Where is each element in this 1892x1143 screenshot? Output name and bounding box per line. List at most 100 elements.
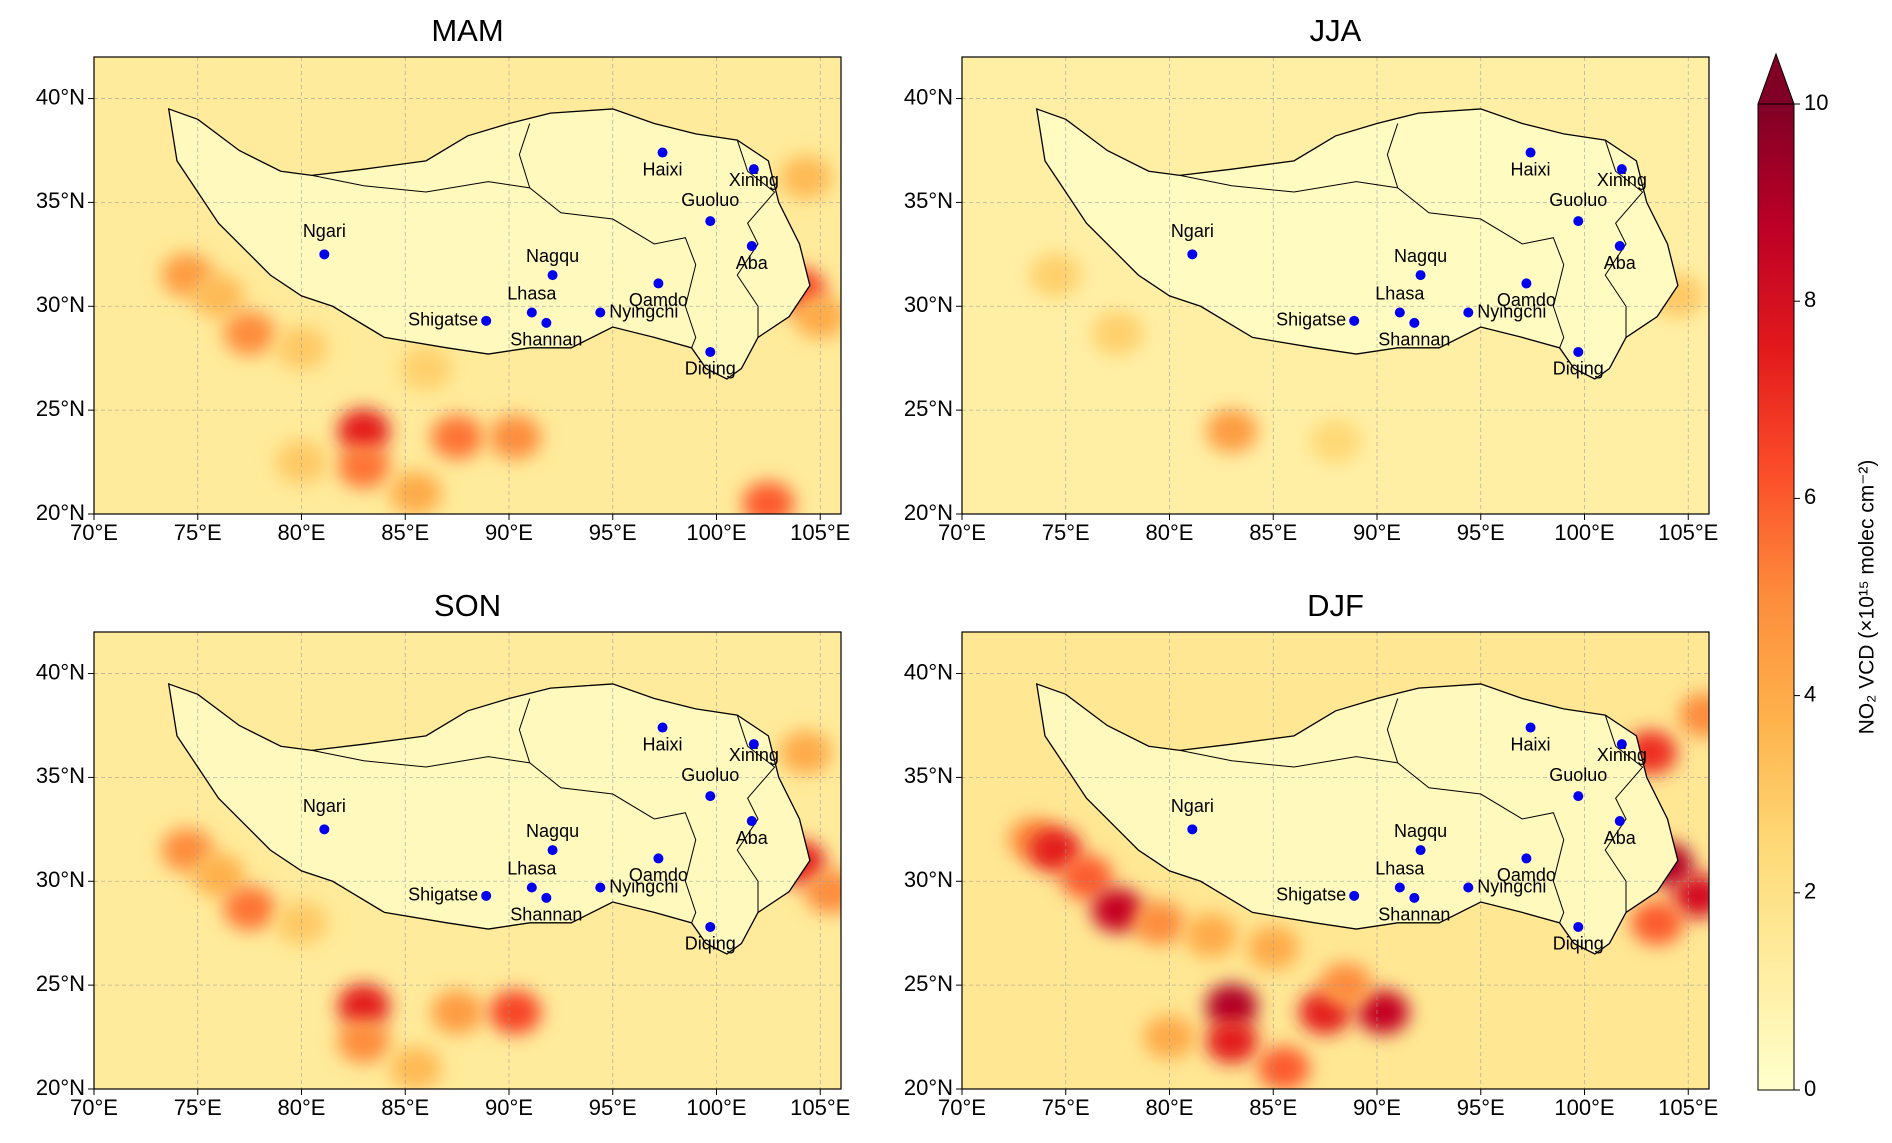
- no2-hotspot: [431, 415, 484, 460]
- city-marker: [1349, 315, 1360, 326]
- no2-hotspot: [1143, 1015, 1196, 1060]
- x-tick-label: 95°E: [1457, 520, 1505, 545]
- colorbar-tick-label: 6: [1804, 484, 1816, 509]
- plateau-field: [1036, 683, 1678, 954]
- city-marker: [705, 791, 716, 802]
- city-label: Guoluo: [681, 190, 739, 210]
- city-marker: [319, 824, 330, 835]
- city-label: Aba: [736, 253, 769, 273]
- y-tick-label: 25°N: [36, 396, 85, 421]
- x-tick-label: 85°E: [1249, 1095, 1297, 1120]
- x-tick-label: 80°E: [1146, 1095, 1194, 1120]
- province-boundary: [518, 123, 531, 189]
- no2-hotspot: [779, 155, 832, 200]
- city-label: Guoluo: [681, 765, 739, 785]
- province-boundary: [1179, 749, 1565, 924]
- city-label: Aba: [1604, 828, 1637, 848]
- no2-hotspot: [223, 311, 276, 356]
- y-tick-label: 40°N: [904, 659, 953, 684]
- x-tick-label: 70°E: [70, 1095, 118, 1120]
- no2-hotspot: [192, 273, 245, 318]
- city-marker: [1525, 147, 1536, 158]
- city-marker: [481, 315, 492, 326]
- city-label: Shigatse: [1276, 885, 1346, 905]
- colorbar-tick-label: 0: [1804, 1076, 1816, 1101]
- y-tick-label: 35°N: [36, 188, 85, 213]
- x-tick-label: 70°E: [70, 520, 118, 545]
- province-boundary: [1386, 698, 1399, 764]
- plot-frame: [961, 631, 1710, 1090]
- plot-frame: [961, 56, 1710, 515]
- city-marker: [746, 241, 757, 252]
- city-marker: [595, 307, 606, 318]
- city-marker: [705, 346, 716, 357]
- city-marker: [1187, 824, 1198, 835]
- x-tick-label: 85°E: [381, 1095, 429, 1120]
- no2-hotspot: [779, 730, 832, 775]
- city-marker: [541, 892, 552, 903]
- province-boundary: [311, 749, 697, 924]
- no2-hotspot: [1060, 855, 1113, 900]
- city-label: Xining: [729, 170, 779, 190]
- city-marker: [748, 164, 759, 175]
- colorbar-label: NO₂ VCD (×10¹⁵ molec cm⁻²): [1856, 460, 1879, 735]
- no2-hotspot: [1257, 1046, 1310, 1089]
- y-tick-label: 25°N: [904, 396, 953, 421]
- city-marker: [1573, 216, 1584, 227]
- city-marker: [547, 270, 558, 281]
- y-tick-label: 20°N: [904, 500, 953, 525]
- no2-hotspot: [1205, 408, 1258, 453]
- panel-title: SON: [434, 588, 501, 623]
- x-tick-label: 75°E: [174, 520, 222, 545]
- city-label: Lhasa: [507, 283, 557, 303]
- panel-title: JJA: [1310, 13, 1362, 48]
- x-tick-label: 105°E: [1658, 520, 1718, 545]
- city-label: Xining: [1597, 170, 1647, 190]
- city-label: Shigatse: [408, 885, 478, 905]
- city-marker: [1187, 249, 1198, 260]
- city-marker: [595, 882, 606, 893]
- no2-hotspot: [337, 444, 390, 489]
- no2-hotspot: [1309, 419, 1362, 464]
- city-marker: [541, 317, 552, 328]
- city-label: Diqing: [1553, 359, 1604, 379]
- city-label: Shigatse: [408, 310, 478, 330]
- city-marker: [705, 216, 716, 227]
- city-marker: [705, 921, 716, 932]
- city-label: Haixi: [643, 734, 683, 754]
- y-tick-label: 30°N: [904, 292, 953, 317]
- city-marker: [1394, 882, 1405, 893]
- city-label: Nyingchi: [609, 876, 678, 896]
- no2-hotspot: [192, 853, 245, 898]
- x-tick-label: 80°E: [278, 1095, 326, 1120]
- no2-hotspot: [794, 294, 841, 339]
- no2-hotspot: [489, 415, 542, 460]
- no2-hotspot: [337, 1019, 390, 1064]
- city-marker: [1525, 722, 1536, 733]
- colorbar-tick-label: 8: [1804, 287, 1816, 312]
- x-tick-label: 75°E: [1042, 520, 1090, 545]
- y-tick-label: 25°N: [904, 971, 953, 996]
- city-marker: [1463, 882, 1474, 893]
- no2-hotspot: [337, 983, 390, 1028]
- city-marker: [1415, 270, 1426, 281]
- x-tick-label: 80°E: [1146, 520, 1194, 545]
- panel-title: DJF: [1307, 588, 1364, 623]
- x-tick-label: 100°E: [686, 520, 746, 545]
- city-label: Lhasa: [1375, 283, 1425, 303]
- colorbar-tick-label: 4: [1804, 681, 1816, 706]
- province-boundary: [1179, 174, 1565, 349]
- x-tick-label: 105°E: [790, 1095, 850, 1120]
- no2-hotspot: [1205, 983, 1258, 1028]
- province-boundary: [518, 698, 531, 764]
- no2-hotspot: [1319, 963, 1372, 1008]
- city-marker: [526, 882, 537, 893]
- city-label: Haixi: [643, 159, 683, 179]
- city-marker: [1573, 921, 1584, 932]
- x-tick-label: 75°E: [174, 1095, 222, 1120]
- no2-hotspot: [337, 408, 390, 453]
- city-label: Guoluo: [1549, 765, 1607, 785]
- city-marker: [1463, 307, 1474, 318]
